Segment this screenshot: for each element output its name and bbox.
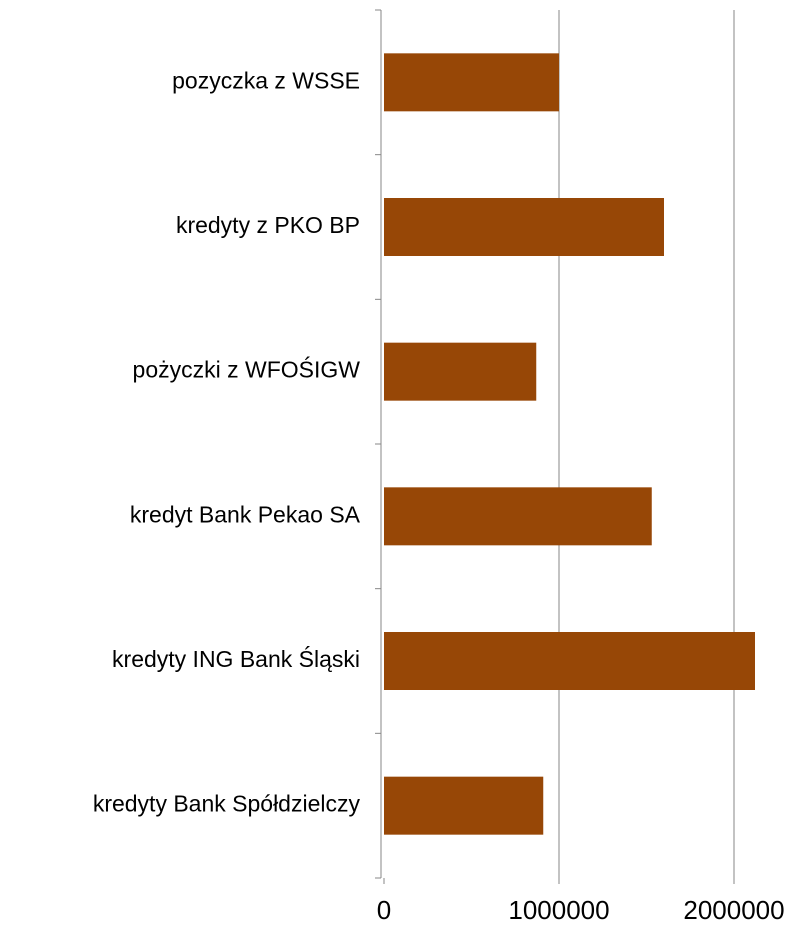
x-tick-label: 1000000 [508,895,609,925]
y-tick-label: kredyty Bank Spółdzielczy [93,791,361,817]
bar [384,198,664,256]
bar [384,53,559,112]
y-tick-label: pozyczka z WSSE [172,67,360,93]
bar [384,632,755,690]
x-tick-label: 0 [377,895,391,925]
x-tick-label: 2000000 [683,895,784,925]
bar [384,342,537,401]
y-tick-label: pożyczki z WFOŚIGW [133,356,361,383]
bar [384,487,652,546]
y-tick-label: kredyt Bank Pekao SA [130,501,361,527]
y-tick-label: kredyty z PKO BP [176,212,360,238]
y-tick-label: kredyty ING Bank Śląski [112,645,360,672]
bar [384,776,544,835]
